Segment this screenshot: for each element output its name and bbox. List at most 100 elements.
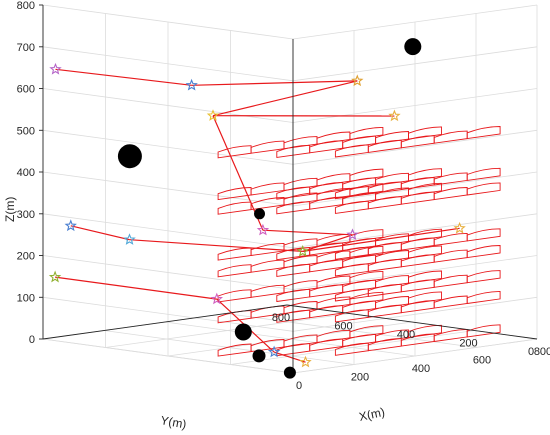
trajectory-strip: [217, 247, 252, 261]
waypoint-star: [267, 345, 281, 358]
floor-grid-y: [292, 338, 538, 374]
waypoint-star: [49, 62, 62, 75]
trajectory-strip: [349, 325, 384, 339]
trajectory-strip: [276, 288, 311, 303]
y-tick-label: 200: [459, 338, 477, 350]
trajectory-strip: [334, 288, 369, 302]
trajectory-strip: [400, 135, 435, 149]
trajectory-strip: [375, 172, 409, 186]
link-line: [212, 80, 358, 117]
waypoint-star: [123, 233, 136, 245]
trajectory-strip: [283, 280, 318, 294]
trajectory-strip: [217, 264, 252, 278]
y-tick-label: 800: [272, 312, 290, 324]
trajectory-strip: [316, 296, 351, 310]
trajectory-strip: [276, 263, 311, 277]
trajectory-strip: [283, 301, 318, 315]
trajectory-strip: [400, 300, 435, 314]
trajectory-strip: [276, 201, 311, 215]
trajectory-strip: [309, 196, 344, 210]
trajectory-strip: [367, 283, 402, 297]
waypoint-star: [296, 244, 309, 257]
waypoint-star: [206, 109, 220, 121]
trajectory-strip: [433, 172, 468, 186]
waypoint-star: [346, 228, 359, 240]
obstacle-sphere: [252, 349, 266, 363]
x-axis-line: [286, 304, 538, 340]
obstacle-sphere: [234, 323, 252, 341]
trajectory-strip: [276, 343, 311, 357]
link-line: [70, 225, 130, 241]
link-line: [129, 239, 303, 252]
link-line: [262, 229, 353, 236]
trajectory-strip: [342, 279, 377, 293]
trajectory-strip: [367, 196, 402, 210]
trajectory-strip: [309, 259, 344, 273]
z-tick-label: 800: [17, 0, 35, 12]
waypoint-star: [48, 270, 62, 283]
trajectory-strip: [400, 237, 435, 251]
z-axis-label: Z(m): [3, 197, 17, 222]
obstacle-sphere: [404, 38, 422, 56]
trajectory-strip: [309, 182, 344, 196]
waypoint-star: [256, 223, 270, 236]
z-tick-label: 0: [29, 334, 35, 346]
trajectory-strip: [342, 192, 377, 206]
trajectory-strip: [316, 275, 351, 289]
waypoint-star: [453, 221, 466, 234]
trajectory-strip: [408, 245, 442, 259]
trajectory-strip: [316, 329, 351, 343]
trajectory-strip: [316, 173, 351, 187]
trajectory-strip: [342, 177, 377, 191]
trajectory-strip: [375, 131, 409, 145]
trajectory-strip: [276, 186, 311, 200]
trajectory-strip: [466, 290, 501, 305]
trajectory-strip: [367, 304, 402, 318]
trajectory-strip: [217, 187, 252, 201]
trajectory-strip: [250, 339, 285, 353]
trajectory-strip: [400, 177, 435, 191]
trajectory-strip: [309, 284, 344, 298]
trajectory-strip: [283, 177, 318, 191]
trajectory-strip: [375, 296, 409, 310]
z-tick-label: 200: [17, 251, 35, 263]
trajectory-strip: [217, 145, 252, 159]
trajectory-strip: [466, 245, 501, 259]
trajectory-strip: [433, 187, 468, 201]
x-tick-label: 600: [473, 355, 491, 367]
trajectory-strip: [334, 246, 369, 260]
trajectory-strip: [466, 182, 501, 196]
trajectory-strip: [433, 249, 468, 263]
trajectory-strip: [342, 300, 377, 314]
trajectory-strip: [400, 279, 435, 293]
link-line: [55, 276, 217, 300]
trajectory-strip: [367, 181, 402, 195]
trajectory-strip: [250, 259, 285, 273]
trajectory-strip: [309, 140, 344, 154]
trajectory-strip: [375, 250, 409, 264]
link-line: [55, 68, 192, 86]
trajectory-strip: [375, 233, 409, 247]
trajectory-strip: [283, 334, 318, 348]
x-tick-label: 800: [534, 346, 550, 358]
data-marks: [48, 38, 466, 379]
trajectory-strip: [400, 191, 435, 205]
trajectory-strip: [342, 135, 377, 149]
trajectory-strip: [433, 130, 468, 144]
link-line: [191, 80, 358, 86]
x-tick-label: 0: [296, 380, 302, 392]
trajectory-strip: [283, 136, 318, 150]
trajectory-strip: [217, 289, 252, 303]
trajectory-strip: [334, 342, 369, 356]
trajectory-strip: [309, 305, 344, 319]
trajectory-strip: [466, 228, 501, 242]
trajectory-strip: [433, 274, 468, 288]
trajectory-strip: [408, 126, 442, 140]
trajectory-strip: [349, 270, 384, 285]
z-tick-label: 500: [17, 125, 35, 137]
trajectory-strip: [375, 187, 409, 201]
waypoint-star: [351, 74, 364, 87]
trajectory-strip: [334, 144, 369, 158]
trajectory-strip: [466, 126, 501, 140]
x-tick-label: 400: [412, 363, 430, 375]
